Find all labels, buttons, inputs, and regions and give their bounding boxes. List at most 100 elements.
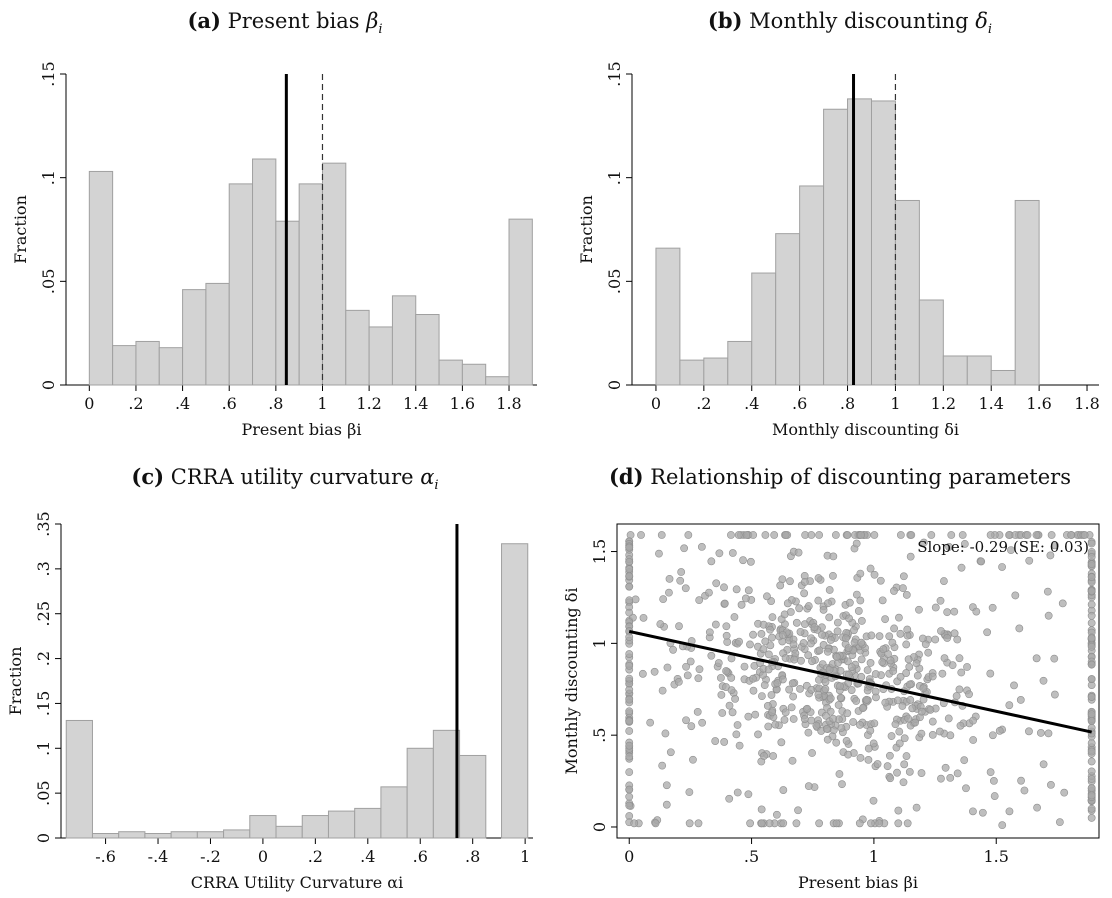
scatter-point (903, 819, 912, 828)
scatter-point (722, 667, 730, 675)
scatter-point (924, 648, 933, 657)
scatter-point (749, 674, 757, 683)
scatter-point (1032, 654, 1041, 663)
scatter-point (1025, 727, 1033, 736)
histogram-bar-b (894, 199, 920, 386)
scatter-point (895, 739, 904, 748)
scatter-point (919, 684, 928, 693)
scatter-point (850, 626, 858, 635)
scatter-point (983, 628, 992, 637)
scatter-point (661, 729, 670, 738)
scatter-point (969, 807, 977, 816)
histogram-bar-b (918, 299, 944, 386)
scatter-point (814, 574, 823, 582)
scatter-point (804, 728, 813, 737)
scatter-point (625, 582, 634, 591)
scatter-point (771, 720, 780, 729)
scatter-point (912, 803, 921, 812)
scatter-point (795, 604, 804, 613)
scatter-point (843, 531, 852, 539)
scatter-point (687, 722, 696, 731)
scatter-point (760, 752, 768, 760)
scatter-point (769, 752, 778, 760)
scatter-point (957, 563, 966, 572)
scatter-point (625, 695, 634, 704)
scatter-point (1087, 553, 1096, 561)
scatter-point (881, 615, 889, 624)
scatter-point (779, 786, 788, 794)
scatter-point (963, 663, 971, 671)
scatter-point (826, 694, 835, 703)
scatter-point (905, 662, 914, 671)
scatter-point (1087, 739, 1096, 748)
x-tick-label-c: 1 (520, 847, 530, 866)
scatter-point (858, 704, 867, 713)
scatter-point (803, 704, 812, 713)
scatter-point (855, 819, 864, 828)
histogram-bar-c (380, 786, 408, 839)
scatter-point (969, 736, 978, 744)
scatter-point (938, 669, 947, 678)
panel-c-letter: (c) (131, 464, 165, 489)
y-tick-label-c: .3 (34, 561, 53, 576)
scatter-point (1050, 654, 1059, 663)
scatter-point (778, 675, 787, 684)
panel-d-title: (d) Relationship of discounting paramete… (570, 464, 1110, 489)
histogram-bar-c (65, 719, 93, 839)
scatter-point (800, 620, 809, 629)
scatter-point (773, 679, 782, 687)
scatter-point (969, 716, 977, 725)
scatter-point (936, 596, 945, 605)
scatter-point (733, 721, 742, 729)
scatter-point (650, 667, 659, 676)
scatter-point (998, 821, 1007, 830)
scatter-point (906, 696, 915, 704)
scatter-point (845, 598, 854, 607)
scatter-point (651, 819, 660, 828)
scatter-point (768, 633, 776, 642)
scatter-point (711, 737, 720, 745)
scatter-point (977, 557, 986, 566)
scatter-point (814, 596, 823, 605)
scatter-point (988, 731, 997, 740)
y-tick-label-c: .1 (34, 741, 53, 756)
panel-b-letter: (b) (707, 8, 743, 33)
scatter-point (646, 718, 655, 727)
scatter-point (819, 605, 828, 614)
panel-a-sub: i (378, 22, 383, 38)
scatter-point (871, 687, 880, 696)
scatter-point (804, 651, 813, 660)
y-tick-label-b: .1 (605, 170, 624, 185)
scatter-point (761, 637, 770, 646)
scatter-point (731, 695, 739, 703)
scatter-point (1016, 696, 1025, 704)
scatter-point (808, 657, 816, 666)
panel-a-title: (a) Present bias βi (40, 8, 530, 37)
scatter-point (781, 654, 790, 662)
scatter-point (746, 640, 754, 649)
scatter-point (1087, 587, 1096, 595)
scatter-point (1087, 791, 1096, 800)
scatter-point (625, 661, 634, 670)
scatter-point (1080, 531, 1089, 539)
scatter-point (950, 629, 959, 638)
scatter-point (799, 639, 808, 647)
scatter-point (694, 819, 703, 828)
y-tick-label-d: .5 (590, 728, 609, 743)
scatter-point (857, 672, 866, 681)
histogram-bar-c (459, 754, 487, 839)
x-tick-label-a: 1 (317, 394, 327, 413)
scatter-point (1087, 717, 1096, 725)
y-tick-label-c: 0 (34, 833, 53, 843)
scatter-point (986, 531, 995, 539)
scatter-point (717, 690, 726, 699)
scatter-point (888, 638, 897, 647)
x-tick-label-a: 1.8 (496, 394, 521, 413)
scatter-point (864, 744, 873, 753)
scatter-point (847, 663, 856, 671)
scatter-point (902, 591, 911, 599)
scatter-point (917, 707, 926, 716)
scatter-point (757, 629, 766, 638)
scatter-point (744, 790, 753, 799)
scatter-point (919, 538, 928, 547)
